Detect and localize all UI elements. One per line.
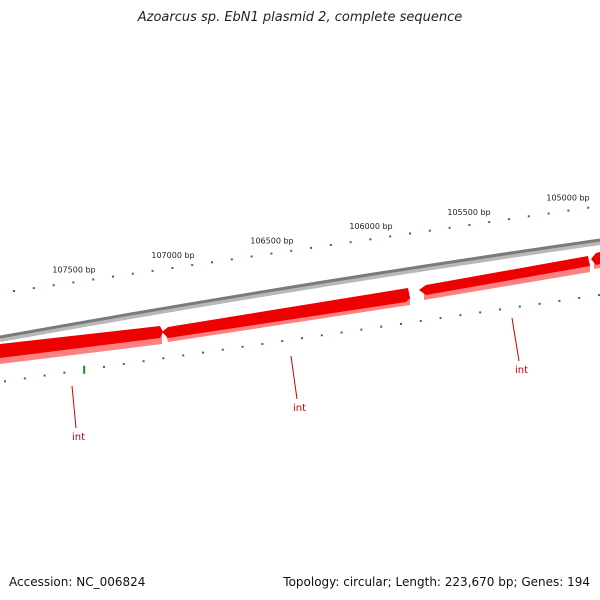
minor-tick: [250, 255, 253, 258]
minor-tick: [122, 363, 125, 365]
gene-arrow: [419, 256, 590, 295]
minor-tick: [439, 317, 442, 320]
minor-tick: [320, 334, 323, 337]
major-tick: [83, 365, 86, 374]
map-title: Azoarcus sp. EbN1 plasmid 2, complete se…: [137, 10, 463, 25]
minor-tick: [103, 365, 105, 368]
gene-label[interactable]: int: [293, 403, 306, 414]
minor-tick: [230, 258, 233, 261]
minor-tick: [52, 284, 55, 287]
minor-tick: [459, 314, 462, 317]
minor-tick: [349, 241, 352, 244]
gene-label-leader: [511, 317, 520, 362]
accession-label: Accession: NC_006824: [9, 575, 146, 589]
gene-feature[interactable]: [419, 256, 590, 300]
minor-tick: [310, 246, 312, 249]
gene-label-leader: [290, 355, 298, 400]
gene-arrow: [0, 326, 163, 358]
minor-tick: [162, 357, 165, 360]
scale-label: 106500 bp: [250, 237, 293, 246]
minor-tick: [409, 232, 411, 235]
scale-label: 107500 bp: [52, 265, 95, 274]
scale-label: 107000 bp: [151, 251, 194, 260]
gene-arrow: [591, 252, 600, 265]
minor-tick: [360, 328, 363, 331]
minor-tick: [290, 249, 293, 252]
gene-feature[interactable]: [0, 326, 163, 364]
gene-feature[interactable]: [591, 252, 600, 269]
minor-tick: [479, 311, 482, 314]
minor-tick: [4, 380, 6, 383]
minor-tick: [547, 212, 550, 215]
minor-tick: [340, 331, 343, 334]
minor-tick: [221, 348, 224, 351]
minor-tick: [63, 371, 66, 374]
minor-tick: [261, 343, 264, 345]
minor-tick: [587, 206, 590, 209]
minor-tick: [191, 264, 194, 267]
minor-tick: [281, 340, 284, 343]
inner-tick-row: [4, 294, 600, 383]
scale-label: 105500 bp: [447, 208, 490, 217]
minor-tick: [92, 278, 95, 281]
minor-tick: [13, 290, 15, 292]
minor-tick: [202, 351, 204, 354]
minor-tick: [578, 297, 581, 299]
minor-tick: [241, 345, 244, 348]
minor-tick: [301, 337, 303, 340]
gene-track: [0, 252, 600, 364]
minor-tick: [43, 374, 46, 377]
minor-tick: [32, 287, 35, 290]
scale-label: 106000 bp: [349, 222, 392, 231]
minor-tick: [270, 252, 273, 255]
minor-tick: [567, 209, 570, 212]
minor-tick: [131, 272, 134, 275]
minor-tick: [468, 223, 471, 226]
minor-tick: [369, 238, 372, 241]
topology-label: Topology: circular; Length: 223,670 bp; …: [283, 575, 590, 589]
minor-tick: [400, 322, 402, 325]
gene-label[interactable]: int: [72, 432, 85, 443]
gene-arrow: [162, 288, 410, 338]
minor-tick: [499, 308, 501, 311]
backbone-shadow: [0, 239, 600, 342]
minor-tick: [419, 320, 422, 322]
minor-tick: [182, 354, 185, 357]
minor-tick: [527, 215, 530, 218]
minor-tick: [151, 269, 154, 272]
minor-tick: [380, 325, 383, 328]
gene-label-leader: [71, 385, 77, 429]
outer-tick-row: [13, 206, 590, 292]
gene-feature[interactable]: [162, 288, 410, 342]
minor-tick: [72, 281, 75, 284]
scale-label: 105000 bp: [546, 194, 589, 203]
minor-tick: [508, 218, 510, 221]
minor-tick: [211, 261, 213, 264]
minor-tick: [518, 305, 521, 308]
minor-tick: [448, 226, 451, 229]
minor-tick: [142, 360, 145, 363]
gene-label[interactable]: int: [515, 365, 528, 376]
minor-tick: [488, 221, 491, 224]
minor-tick: [558, 299, 561, 302]
minor-tick: [538, 302, 541, 305]
backbone: [0, 238, 600, 339]
minor-tick: [171, 267, 174, 269]
minor-tick: [329, 244, 332, 246]
minor-tick: [389, 235, 392, 238]
minor-tick: [23, 377, 26, 380]
scale-labels: 107500 bp 107000 bp 106500 bp 106000 bp 1055…: [52, 194, 589, 275]
minor-tick: [598, 294, 600, 297]
minor-tick: [428, 229, 431, 232]
minor-tick: [112, 275, 114, 278]
